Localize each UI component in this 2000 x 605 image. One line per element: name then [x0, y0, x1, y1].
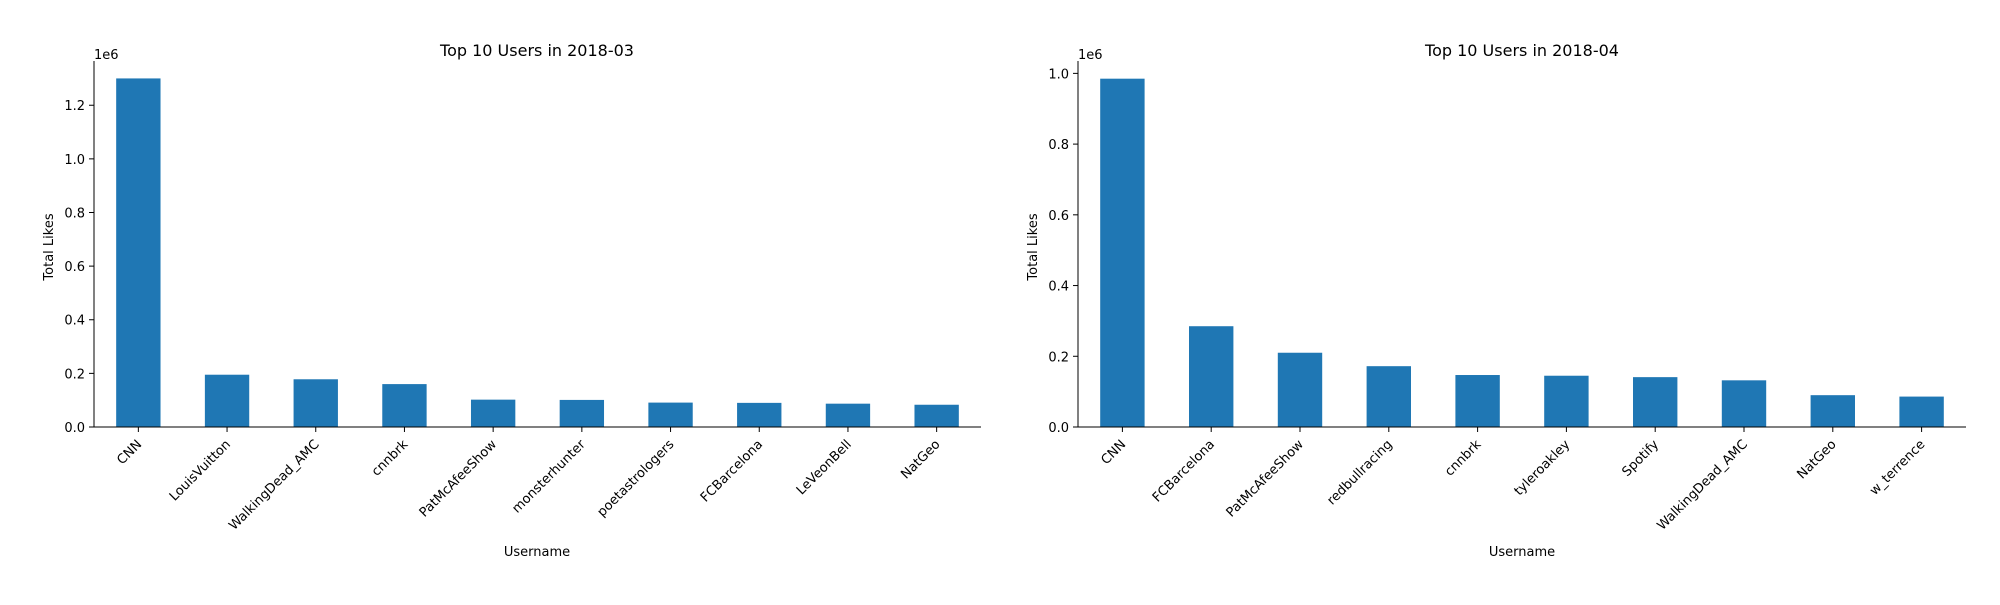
- bar: [293, 379, 338, 427]
- bar: [648, 402, 693, 427]
- y-tick-label: 0.8: [1048, 138, 1069, 153]
- bar: [914, 404, 959, 427]
- y-tick-label: 0.6: [64, 260, 85, 275]
- y-tick-label: 0.2: [64, 367, 85, 382]
- bar: [116, 78, 161, 427]
- x-tick-label: LouisVuitton: [167, 437, 234, 504]
- y-tick-label: 1.0: [64, 153, 85, 168]
- y-offset-label: 1e6: [94, 48, 119, 63]
- x-tick-label: NatGeo: [1794, 437, 1839, 482]
- bar: [204, 374, 250, 427]
- y-axis-label: Total Likes: [42, 213, 57, 281]
- x-tick-label: PatMcAfeeShow: [1224, 437, 1308, 521]
- y-axis-label: Total Likes: [1026, 213, 1041, 281]
- y-tick-label: 0.4: [64, 314, 85, 329]
- bar: [1544, 375, 1589, 427]
- x-tick-label: tyleroakley: [1512, 437, 1574, 499]
- bar: [1721, 380, 1767, 427]
- y-tick-label: 0.2: [1048, 350, 1069, 365]
- x-tick-label: cnnbrk: [369, 437, 412, 480]
- x-tick-label: FCBarcelona: [1150, 437, 1218, 505]
- y-tick-label: 1.0: [1048, 67, 1069, 82]
- x-tick-label: LeVeonBell: [794, 437, 855, 498]
- y-tick-label: 1.2: [64, 99, 85, 114]
- bar: [470, 399, 516, 427]
- x-tick-label: WalkingDead_AMC: [226, 437, 322, 533]
- x-tick-label: WalkingDead_AMC: [1655, 437, 1751, 533]
- chart-title: Top 10 Users in 2018-04: [1424, 41, 1619, 60]
- bar: [1810, 395, 1855, 427]
- y-offset-label: 1e6: [1078, 48, 1103, 63]
- x-tick-label: Spotify: [1619, 437, 1662, 480]
- bar: [1277, 352, 1323, 427]
- bar: [1366, 366, 1411, 427]
- y-tick-label: 0.4: [1048, 280, 1069, 295]
- x-tick-label: CNN: [1098, 437, 1129, 468]
- x-tick-label: redbullracing: [1324, 437, 1395, 508]
- x-tick-label: CNN: [114, 437, 145, 468]
- bar: [825, 403, 871, 427]
- bar: [737, 402, 782, 427]
- y-tick-label: 0.6: [1048, 209, 1069, 224]
- y-tick-label: 0.0: [64, 421, 85, 436]
- x-tick-label: NatGeo: [898, 437, 943, 482]
- chart-title: Top 10 Users in 2018-03: [439, 41, 634, 60]
- bar: [1633, 377, 1678, 427]
- chart-panel-1: Top 10 Users in 2018-03 1e6 Username Tot…: [42, 41, 981, 560]
- y-tick-label: 0.8: [64, 206, 85, 221]
- y-tick-label: 0.0: [1048, 421, 1069, 436]
- x-tick-label: FCBarcelona: [698, 437, 766, 505]
- x-tick-label: w_terrence: [1867, 437, 1928, 498]
- chart-panel-2: Top 10 Users in 2018-04 1e6 Username Tot…: [1026, 41, 1966, 560]
- x-tick-label: PatMcAfeeShow: [417, 437, 501, 521]
- plot-area: CNN FCBarcelona PatMcAfeeShow redbullracing…: [1048, 61, 1966, 533]
- bar: [1899, 396, 1944, 427]
- bar: [1189, 326, 1234, 427]
- x-tick-label: poetastrologers: [595, 437, 678, 520]
- x-tick-label: cnnbrk: [1442, 437, 1485, 480]
- bar: [1100, 78, 1145, 428]
- bar: [559, 399, 605, 427]
- x-axis-label: Username: [1489, 545, 1555, 560]
- bar: [1455, 375, 1500, 427]
- x-axis-label: Username: [504, 545, 570, 560]
- x-tick-label: monsterhunter: [509, 437, 589, 517]
- bar: [382, 384, 427, 427]
